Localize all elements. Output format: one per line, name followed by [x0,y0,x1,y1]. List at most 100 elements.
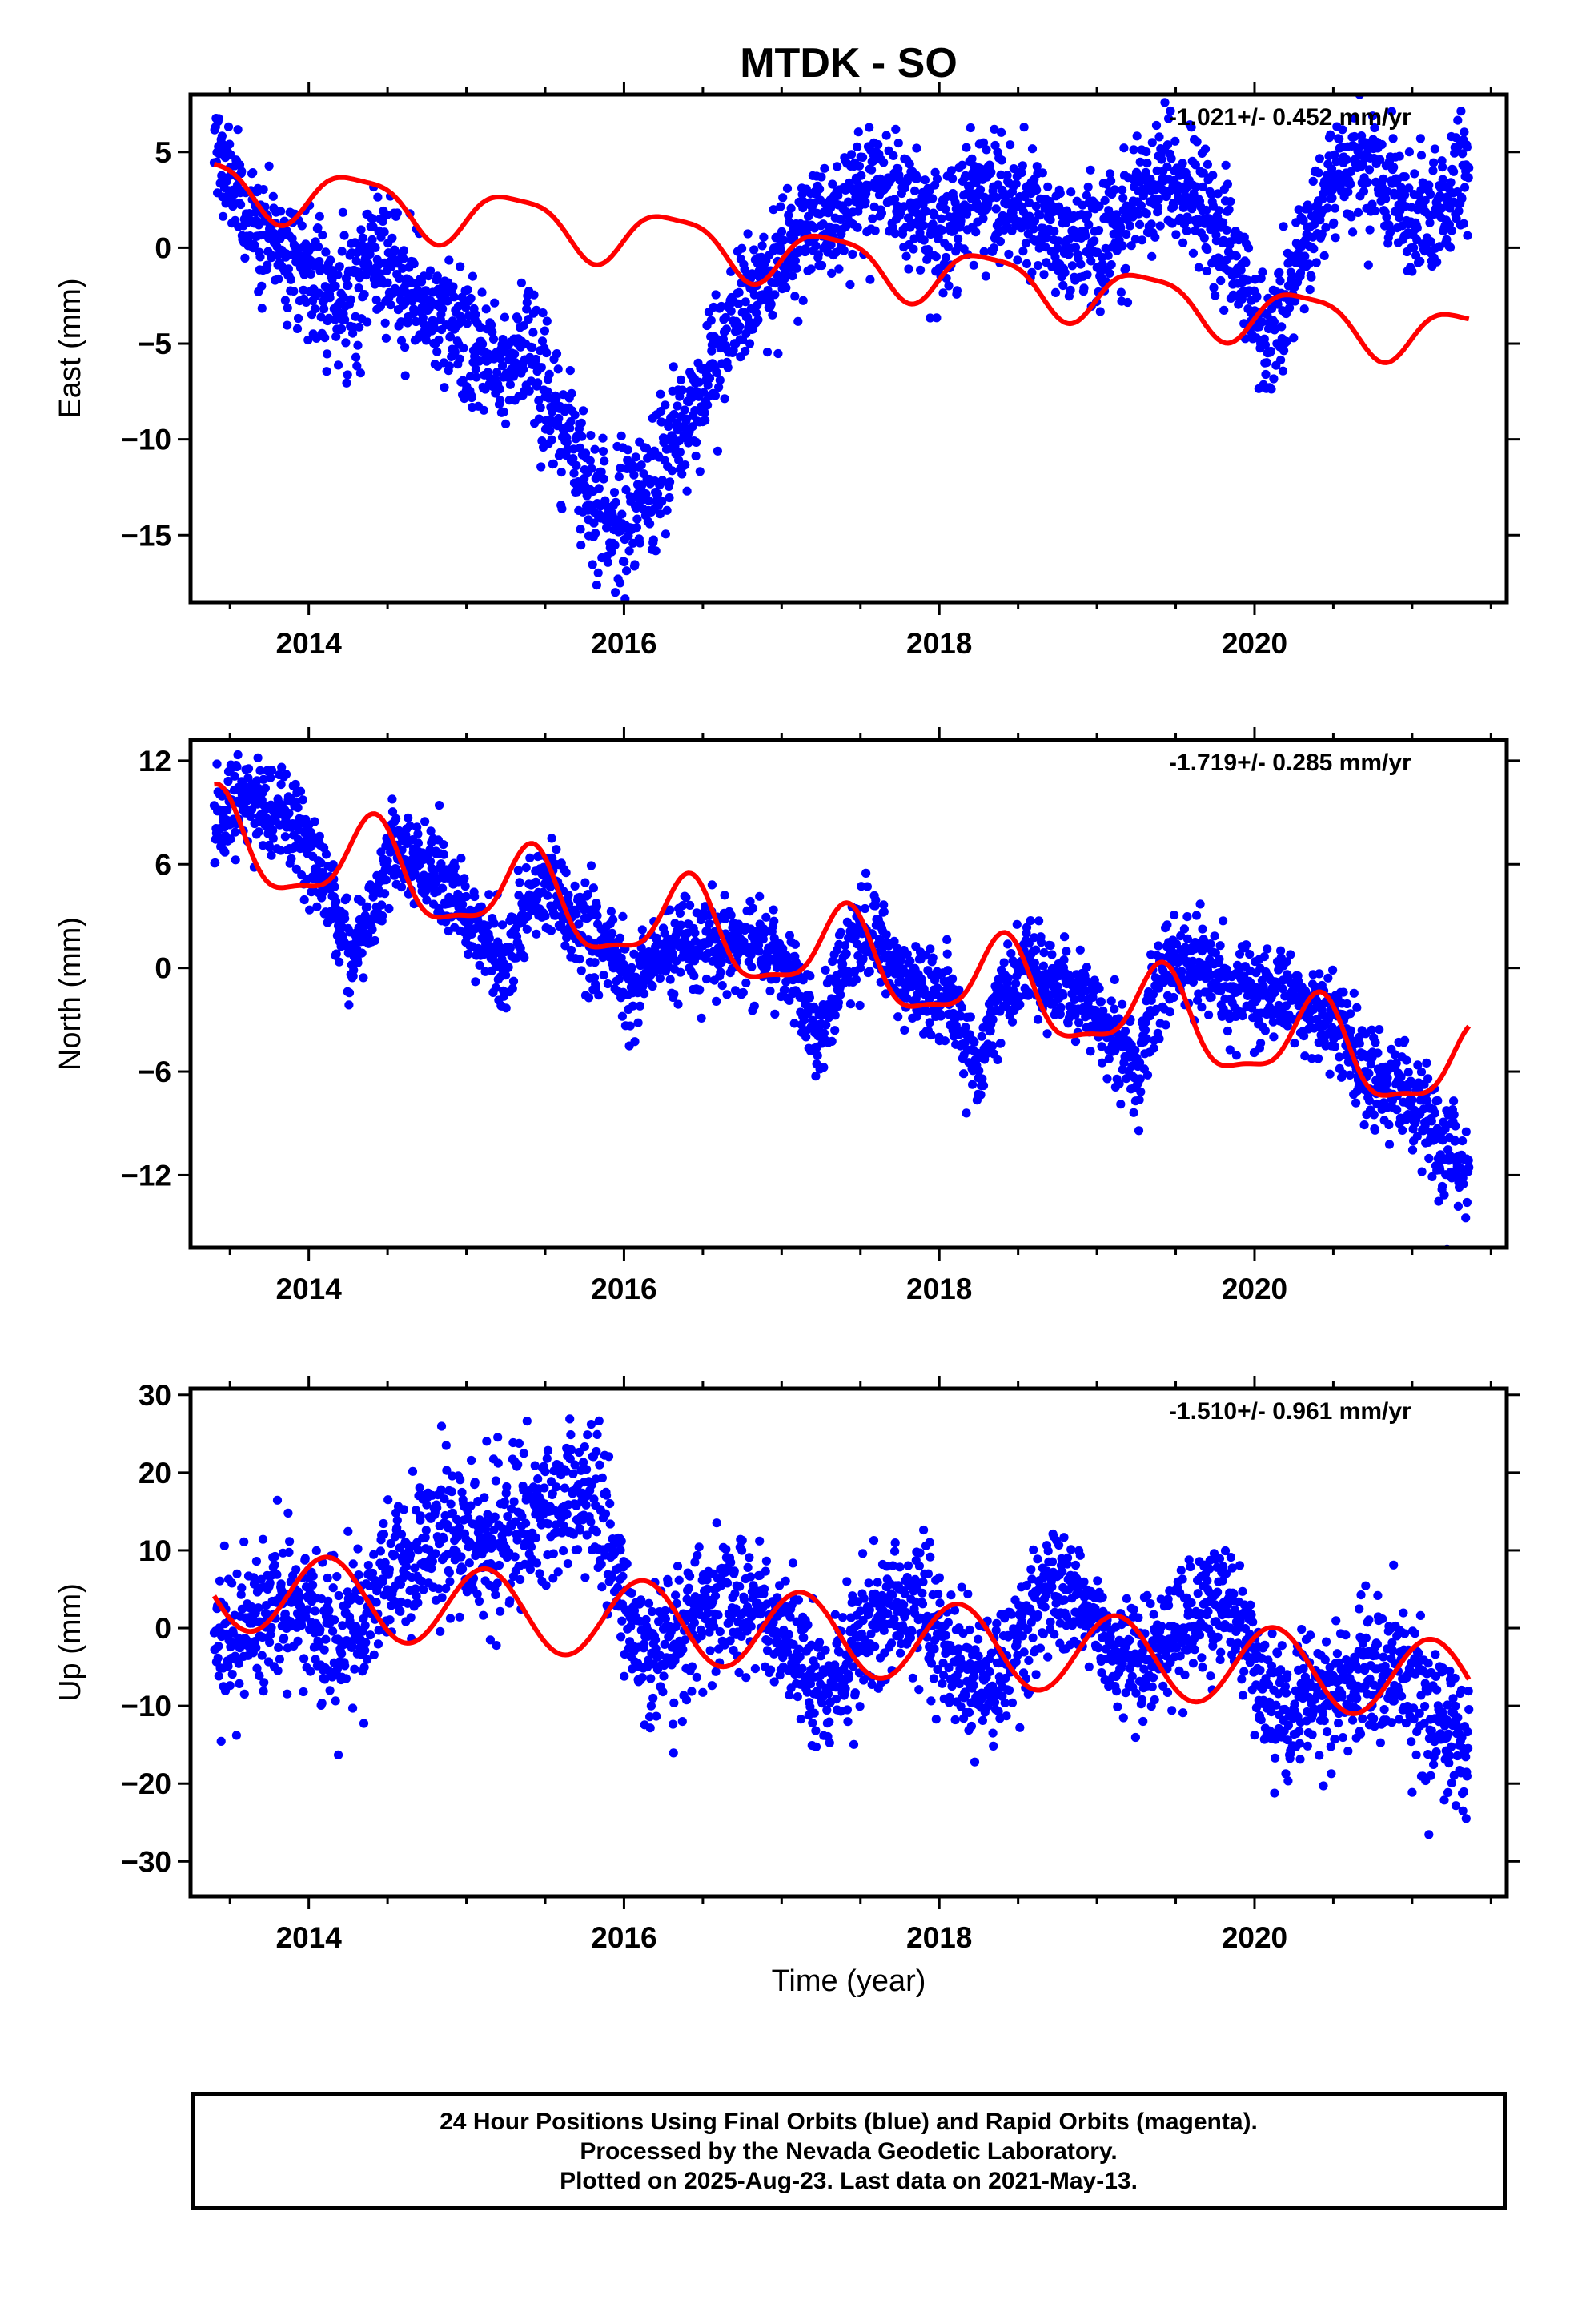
east-data-point [478,339,488,349]
east-data-point [720,394,729,404]
east-data-point [614,472,624,482]
north-data-point [943,966,953,975]
east-data-point [948,174,958,183]
north-data-point [629,949,639,959]
east-data-point [1219,218,1228,227]
east-data-point [752,308,761,318]
east-data-point [616,463,625,473]
north-data-point [928,953,938,963]
east-data-point [926,313,935,323]
east-y-tick-label: −10 [121,424,171,456]
north-data-point [1038,961,1048,971]
east-data-point [1446,178,1456,187]
east-data-point [340,315,350,324]
east-data-point [1266,346,1275,356]
east-data-point [1121,263,1130,273]
north-data-point [976,1090,986,1100]
east-data-point [1106,176,1116,186]
east-x-tick-label: 2014 [276,627,343,660]
north-data-point [1056,1003,1066,1012]
east-data-point [237,167,247,176]
east-data-point [664,421,673,432]
east-data-point [971,227,981,237]
north-data-point [1042,1029,1052,1039]
east-data-point [585,456,595,465]
north-data-point [584,993,594,1003]
north-data-point [881,930,891,939]
east-x-tick-label: 2020 [1222,627,1287,660]
north-data-point [1259,952,1269,962]
north-data-point [741,978,751,987]
north-data-point [676,920,686,930]
east-data-point [331,332,341,341]
north-data-point [1022,923,1032,932]
north-data-point [933,983,942,993]
east-data-point [371,243,380,252]
east-data-point [786,203,796,213]
north-data-point [484,934,494,943]
east-data-point [990,124,999,134]
north-data-point [628,1001,638,1011]
north-data-point [681,893,691,903]
east-data-point [568,454,578,464]
north-data-point [1134,1095,1144,1104]
north-data-point [547,834,556,843]
east-data-point [339,231,349,240]
east-data-point [1110,185,1119,195]
east-data-point [1410,169,1419,179]
east-data-point [1203,159,1212,169]
north-data-point [962,1108,971,1118]
east-data-point [219,211,228,221]
east-data-point [1100,195,1110,205]
east-data-point [1136,201,1146,211]
east-data-point [741,297,750,307]
north-data-point [748,903,758,913]
north-data-point [881,989,891,999]
north-data-point [391,814,401,823]
north-data-point [523,912,532,922]
north-data-point [1076,993,1086,1003]
east-data-point [1083,182,1093,192]
east-data-point [1200,144,1211,154]
north-data-point [513,866,523,875]
east-data-point [695,467,705,476]
east-data-point [1460,183,1470,192]
north-data-point [412,822,422,832]
east-data-point [471,310,480,320]
north-data-point [1102,1074,1112,1084]
north-data-point [253,753,263,762]
east-data-point [836,215,845,224]
north-data-point [592,911,602,920]
east-data-point [1291,296,1300,306]
east-data-point [637,480,647,490]
east-y-tick-label: −5 [138,328,171,360]
east-data-point [562,437,572,448]
east-data-point [1327,164,1337,174]
north-data-point [1231,1051,1241,1060]
east-data-point [1307,272,1316,282]
north-data-point [480,967,490,976]
east-data-point [723,363,733,372]
east-data-point [1208,171,1218,180]
east-data-point [538,308,548,318]
east-data-point [938,225,947,235]
east-data-point [669,409,679,420]
east-data-point [938,288,948,298]
east-data-point [443,296,452,306]
east-data-point [1269,317,1279,327]
east-model-curve [213,162,1470,365]
north-data-point [1114,1079,1124,1088]
east-data-point [438,304,448,314]
north-data-point [223,805,232,815]
east-data-point [280,296,290,305]
east-data-point [1083,210,1093,219]
east-data-point [1311,258,1321,267]
east-data-point [294,313,303,324]
east-data-point [1327,193,1337,203]
east-data-point [790,292,800,301]
east-data-point [1287,271,1297,280]
east-data-point [1094,226,1104,235]
north-data-point [1030,933,1039,943]
east-data-point [1125,221,1134,231]
